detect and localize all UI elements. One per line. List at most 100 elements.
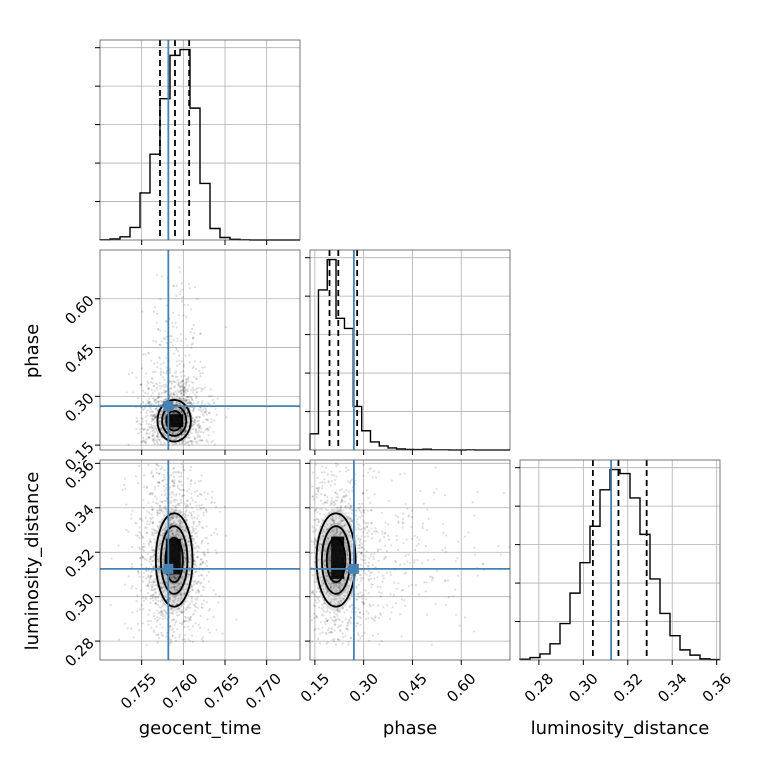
panel-luminosity-distance-vs-phase-sample-point	[356, 517, 359, 521]
panel-phase-vs-geocent-time-sample-point	[184, 408, 187, 411]
panel-phase-vs-geocent-time-sample-point	[205, 439, 208, 442]
panel-luminosity-distance-vs-geocent-time-sample-point	[151, 528, 154, 531]
panel-phase-vs-geocent-time-sample-point	[147, 402, 150, 405]
panel-luminosity-distance-vs-geocent-time-sample-point	[157, 566, 160, 569]
panel-luminosity-distance-vs-phase-sample-point	[332, 521, 336, 524]
panel-luminosity-distance-vs-geocent-time-sample-point	[147, 585, 150, 588]
panel-luminosity-distance-vs-phase-sample-point	[482, 562, 485, 566]
panel-luminosity-distance-vs-geocent-time-sample-point	[150, 548, 154, 552]
panel-phase-vs-geocent-time-sample-point	[179, 389, 182, 392]
panel-luminosity-distance-vs-geocent-time-sample-point	[191, 537, 194, 540]
panel-luminosity-distance-vs-phase-sample-point	[332, 586, 335, 589]
panel-luminosity-distance-vs-geocent-time-sample-point	[200, 581, 203, 584]
panel-phase-vs-geocent-time-sample-point	[170, 432, 173, 435]
panel-luminosity-distance-vs-phase-sample-point	[355, 528, 358, 531]
panel-phase-vs-geocent-time-sample-point	[182, 382, 185, 385]
panel-luminosity-distance-vs-geocent-time-sample-point	[179, 522, 182, 525]
panel-phase-vs-geocent-time-sample-point	[149, 414, 152, 417]
panel-phase-vs-geocent-time-sample-point	[156, 434, 159, 438]
panel-phase-vs-geocent-time-sample-point	[154, 408, 157, 411]
quantile-layer	[159, 40, 648, 660]
panel-luminosity-distance-vs-geocent-time-sample-point	[148, 578, 151, 581]
panel-luminosity-distance-vs-geocent-time-sample-point	[172, 475, 176, 478]
panel-phase-vs-geocent-time-sample-point	[178, 270, 181, 273]
panel-luminosity-distance-vs-phase-sample-point	[326, 473, 329, 476]
panel-luminosity-distance-vs-phase-sample-point	[346, 547, 349, 550]
panel-phase-vs-geocent-time-sample-point	[194, 440, 198, 443]
panel-luminosity-distance-vs-phase-sample-point	[334, 545, 337, 548]
panel-luminosity-distance-vs-phase-sample-point	[334, 544, 337, 547]
panel-luminosity-distance-vs-phase-sample-point	[406, 507, 409, 510]
panel-luminosity-distance-vs-geocent-time-sample-point	[158, 542, 162, 545]
panel-luminosity-distance-vs-geocent-time-sample-point	[161, 617, 164, 620]
panel-phase-vs-geocent-time-sample-point	[189, 436, 192, 439]
panel-luminosity-distance-vs-phase-sample-point	[336, 577, 339, 580]
panel-phase-vs-geocent-time-sample-point	[156, 442, 160, 446]
panel-luminosity-distance-vs-phase-sample-point	[345, 546, 348, 549]
hist-panel-luminosity-distance-frame	[519, 459, 721, 661]
panel-luminosity-distance-vs-phase-sample-point	[348, 517, 351, 520]
panel-phase-vs-geocent-time-sample-point	[194, 388, 197, 391]
panel-luminosity-distance-vs-phase-sample-point	[346, 534, 349, 537]
panel-luminosity-distance-vs-geocent-time-sample-point	[173, 484, 176, 487]
panel-luminosity-distance-vs-geocent-time-sample-point	[158, 565, 161, 568]
panel-luminosity-distance-vs-phase-sample-point	[325, 642, 328, 645]
panel-luminosity-distance-vs-geocent-time-sample-point	[135, 534, 138, 537]
panel-luminosity-distance-vs-phase-sample-point	[333, 551, 336, 554]
panel-phase-vs-geocent-time-sample-point	[191, 337, 194, 340]
panel-luminosity-distance-vs-phase-sample-point	[363, 569, 366, 572]
panel-luminosity-distance-vs-geocent-time-sample-point	[156, 524, 159, 528]
panel-luminosity-distance-vs-geocent-time-sample-point	[141, 557, 144, 560]
panel-phase-vs-geocent-time-sample-point	[182, 387, 185, 390]
panel-luminosity-distance-vs-geocent-time-sample-point	[157, 511, 160, 515]
panel-phase-vs-geocent-time-sample-point	[177, 422, 180, 425]
panel-phase-vs-geocent-time-sample-point	[180, 427, 184, 430]
panel-phase-vs-geocent-time-sample-point	[147, 388, 150, 391]
panel-luminosity-distance-vs-geocent-time-sample-point	[171, 480, 174, 483]
panel-phase-vs-geocent-time-sample-point	[165, 342, 168, 345]
panel-luminosity-distance-vs-phase-sample-point	[333, 533, 336, 536]
panel-phase-vs-geocent-time-sample-point	[171, 432, 175, 435]
panel-luminosity-distance-vs-phase-sample-point	[339, 630, 342, 633]
panel-luminosity-distance-vs-phase-truth-marker	[348, 563, 359, 574]
panel-luminosity-distance-vs-phase-sample-point	[374, 527, 377, 530]
panel-luminosity-distance-vs-phase-sample-point	[329, 585, 332, 588]
panel-luminosity-distance-vs-geocent-time-sample-point	[175, 620, 178, 623]
panel-luminosity-distance-vs-geocent-time-sample-point	[126, 627, 129, 630]
panel-luminosity-distance-vs-geocent-time-sample-point	[172, 515, 176, 518]
panel-luminosity-distance-vs-geocent-time-sample-point	[173, 585, 176, 589]
panel-luminosity-distance-vs-phase-sample-point	[324, 586, 327, 589]
panel-luminosity-distance-vs-phase-sample-point	[421, 522, 424, 525]
panel-luminosity-distance-vs-geocent-time-sample-point	[171, 515, 174, 518]
panel-phase-vs-geocent-time-sample-point	[202, 408, 205, 411]
panel-phase-vs-geocent-time-sample-point	[156, 435, 159, 439]
panel-luminosity-distance-vs-geocent-time-sample-point	[202, 588, 205, 592]
panel-luminosity-distance-vs-geocent-time-sample-point	[151, 585, 154, 589]
panel-luminosity-distance-vs-geocent-time-sample-point	[202, 511, 205, 514]
panel-luminosity-distance-vs-geocent-time-sample-point	[179, 509, 182, 512]
panel-luminosity-distance-vs-geocent-time-sample-point	[176, 584, 179, 587]
panel-phase-vs-geocent-time-sample-point	[163, 398, 166, 401]
panel-phase-vs-geocent-time-sample-point	[182, 314, 185, 317]
panel-luminosity-distance-vs-phase-sample-point	[370, 522, 373, 525]
panel-luminosity-distance-vs-geocent-time-sample-point	[194, 602, 197, 605]
panel-phase-vs-geocent-time-sample-point	[185, 399, 188, 402]
panel-phase-vs-geocent-time-sample-point	[157, 400, 160, 403]
panel-luminosity-distance-vs-geocent-time-sample-point	[160, 493, 163, 496]
panel-luminosity-distance-vs-geocent-time-sample-point	[121, 489, 124, 492]
panel-luminosity-distance-vs-phase-sample-point	[396, 516, 399, 519]
panel-luminosity-distance-vs-geocent-time-sample-point	[157, 464, 160, 467]
panel-luminosity-distance-vs-phase-sample-point	[338, 565, 341, 568]
panel-luminosity-distance-vs-geocent-time-sample-point	[184, 513, 187, 516]
panel-luminosity-distance-vs-geocent-time-sample-point	[148, 493, 151, 496]
panel-luminosity-distance-vs-phase-sample-point	[323, 553, 326, 556]
panel-phase-vs-geocent-time-sample-point	[136, 420, 139, 423]
panel-phase-vs-geocent-time-sample-point	[188, 287, 191, 290]
x-tick-label-phase: 0.15	[297, 670, 333, 706]
panel-luminosity-distance-vs-phase-sample-point	[340, 559, 344, 562]
panel-luminosity-distance-vs-phase-sample-point	[324, 508, 327, 511]
panel-phase-vs-geocent-time-sample-point	[159, 298, 162, 301]
panel-phase-vs-geocent-time-sample-point	[160, 400, 163, 403]
panel-luminosity-distance-vs-geocent-time-sample-point	[150, 626, 153, 629]
panel-luminosity-distance-vs-geocent-time-sample-point	[190, 514, 193, 517]
